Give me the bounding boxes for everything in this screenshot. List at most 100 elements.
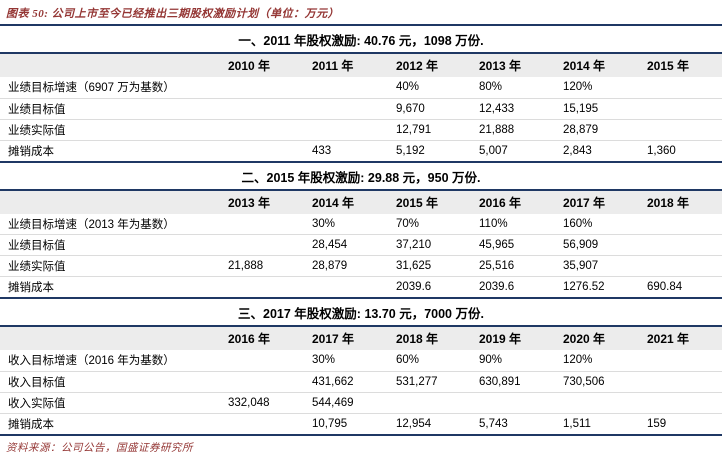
- value-cell: 12,433: [479, 102, 515, 115]
- plan-table-2017: 2016 年 2017 年 2018 年 2019 年 2020 年 2021 年收入目标…: [0, 325, 722, 436]
- row-label: 摊销成本: [8, 145, 54, 158]
- corner-cell: [0, 190, 220, 214]
- value-cell: 5,743: [479, 417, 508, 430]
- value-cell: 110%: [479, 217, 508, 230]
- value-cell: 433: [312, 144, 332, 157]
- value-cell: [639, 98, 722, 119]
- source-note: 资料来源：公司公告，国盛证券研究所: [6, 442, 193, 454]
- value-cell: 1276.52: [563, 281, 605, 293]
- value-cell: 30%: [312, 354, 336, 367]
- value-cell: 160%: [563, 217, 593, 230]
- value-cell: [639, 214, 722, 235]
- year-header: 2017 年: [312, 332, 355, 346]
- value-cell: 28,879: [563, 123, 599, 136]
- value-cell: 10,795: [312, 417, 348, 430]
- table-row: 摊销成本 10,795 12,954 5,743 1,511 159: [0, 413, 722, 435]
- year-header: 2020 年: [563, 332, 606, 346]
- value-cell: 56,909: [563, 239, 599, 251]
- year-header-row: 2010 年 2011 年 2012 年 2013 年 2014 年 2015 年: [0, 53, 722, 77]
- table-row: 业绩实际值 12,791 21,888 28,879: [0, 119, 722, 140]
- year-header: 2010 年: [228, 59, 271, 73]
- value-cell: [639, 77, 722, 98]
- row-label: 摊销成本: [8, 282, 54, 294]
- year-header: 2016 年: [479, 195, 522, 210]
- value-cell: [304, 277, 388, 299]
- value-cell: 12,954: [396, 417, 432, 430]
- section-heading-2011: 一、2011 年股权激励: 40.76 元，1098 万份.: [238, 34, 484, 48]
- value-cell: 31,625: [396, 260, 432, 272]
- corner-cell: [0, 326, 220, 350]
- value-cell: [220, 371, 304, 392]
- value-cell: 90%: [479, 354, 503, 367]
- year-header-row: 2016 年 2017 年 2018 年 2019 年 2020 年 2021 年: [0, 326, 722, 350]
- value-cell: 21,888: [228, 260, 264, 272]
- value-cell: 35,907: [563, 260, 599, 272]
- value-cell: [304, 98, 388, 119]
- value-cell: [639, 256, 722, 277]
- value-cell: [220, 350, 304, 371]
- value-cell: 730,506: [563, 375, 605, 388]
- year-header: 2014 年: [563, 59, 606, 73]
- value-cell: 28,879: [312, 260, 348, 272]
- value-cell: [220, 98, 304, 119]
- row-label: 业绩实际值: [8, 261, 66, 273]
- year-header: 2011 年: [312, 59, 354, 73]
- table-row: 业绩实际值 21,888 28,879 31,625 25,516 35,907: [0, 255, 722, 277]
- year-header: 2017 年: [563, 195, 606, 210]
- row-label: 业绩目标增速（2013 年为基数）: [8, 218, 175, 231]
- corner-cell: [0, 53, 220, 77]
- value-cell: [388, 392, 471, 413]
- table-row: 摊销成本 433 5,192 5,007 2,843 1,360: [0, 140, 722, 162]
- row-label: 业绩实际值: [8, 124, 66, 137]
- figure-title: 图表 50: 公司上市至今已经推出三期股权激励计划（单位：万元）: [6, 8, 340, 20]
- value-cell: 1,511: [563, 417, 591, 430]
- value-cell: 12,791: [396, 123, 432, 136]
- incentive-section-2011: 一、2011 年股权激励: 40.76 元，1098 万份. 2010 年 201…: [0, 26, 722, 163]
- row-label: 业绩目标值: [8, 103, 66, 116]
- value-cell: 40%: [396, 81, 420, 94]
- year-header: 2015 年: [647, 59, 690, 73]
- table-row: 收入实际值 332,048 544,469: [0, 392, 722, 413]
- value-cell: 15,195: [563, 102, 599, 115]
- title-divider: [0, 24, 722, 26]
- row-label: 业绩目标值: [8, 240, 66, 252]
- value-cell: [304, 119, 388, 140]
- value-cell: 5,007: [479, 144, 508, 157]
- value-cell: 159: [647, 417, 667, 430]
- value-cell: [639, 119, 722, 140]
- value-cell: 531,277: [396, 375, 438, 388]
- value-cell: 9,670: [396, 102, 425, 115]
- value-cell: 25,516: [479, 260, 515, 272]
- value-cell: 80%: [479, 81, 503, 94]
- value-cell: [220, 77, 304, 98]
- plan-table-2015: 2013 年 2014 年 2015 年 2016 年 2017 年 2018 年业绩目标…: [0, 188, 722, 299]
- table-row: 业绩目标值 28,454 37,210 45,965 56,909: [0, 234, 722, 256]
- value-cell: [220, 140, 304, 162]
- year-header: 2012 年: [396, 59, 439, 73]
- value-cell: [639, 235, 722, 256]
- row-label: 业绩目标增速（6907 万为基数）: [8, 82, 175, 95]
- plan-table-2011: 2010 年 2011 年 2012 年 2013 年 2014 年 2015 年业绩目标…: [0, 52, 722, 163]
- value-cell: 2039.6: [479, 281, 515, 293]
- value-cell: 45,965: [479, 239, 515, 251]
- value-cell: [304, 77, 388, 98]
- value-cell: 21,888: [479, 123, 515, 136]
- row-label: 摊销成本: [8, 418, 54, 431]
- year-header: 2021 年: [647, 332, 690, 346]
- value-cell: 1,360: [647, 144, 676, 157]
- table-row: 业绩目标值 9,670 12,433 15,195: [0, 98, 722, 119]
- year-header: 2018 年: [647, 195, 690, 210]
- value-cell: [220, 277, 304, 299]
- year-header-row: 2013 年 2014 年 2015 年 2016 年 2017 年 2018 年: [0, 189, 722, 214]
- row-label: 收入实际值: [8, 397, 66, 410]
- value-cell: [639, 392, 722, 413]
- value-cell: 2039.6: [396, 281, 432, 293]
- row-label: 收入目标增速（2016 年为基数）: [8, 355, 175, 368]
- year-header: 2013 年: [479, 59, 522, 73]
- value-cell: [220, 119, 304, 140]
- year-header: 2013 年: [228, 195, 271, 210]
- year-header: 2016 年: [228, 332, 271, 346]
- table-row: 收入目标值 431,662 531,277 630,891 730,506: [0, 371, 722, 392]
- value-cell: 690.84: [647, 281, 683, 293]
- value-cell: 28,454: [312, 239, 348, 251]
